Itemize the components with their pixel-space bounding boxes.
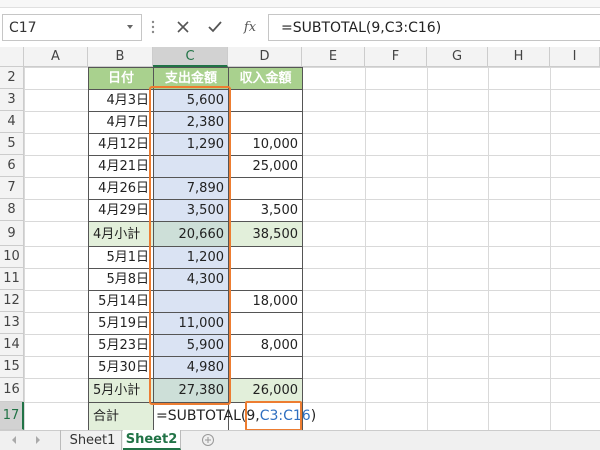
cell[interactable]: 4月3日 xyxy=(88,89,154,112)
cell[interactable]: 5月19日 xyxy=(88,312,154,335)
cell[interactable]: 4月7日 xyxy=(88,111,154,134)
cell[interactable]: 支出金額 xyxy=(153,67,229,90)
cell[interactable]: 10,000 xyxy=(228,133,303,156)
formula-input[interactable]: =SUBTOTAL(9,C3:C16) xyxy=(268,14,600,41)
formula-text: =SUBTOTAL(9,C3:C16) xyxy=(281,19,442,36)
column-header[interactable]: C xyxy=(153,47,228,67)
ribbon-edge xyxy=(0,0,600,8)
tab-nav-arrows[interactable] xyxy=(10,435,50,445)
enter-button[interactable] xyxy=(207,20,223,34)
row-header[interactable]: 5 xyxy=(0,133,24,155)
row-header[interactable]: 3 xyxy=(0,89,24,111)
cell[interactable] xyxy=(153,402,229,431)
cell[interactable]: 1,290 xyxy=(153,133,229,156)
corner-cell xyxy=(0,47,24,67)
cell[interactable]: 8,000 xyxy=(228,334,303,357)
row-header[interactable]: 6 xyxy=(0,155,24,177)
row-header[interactable]: 17 xyxy=(0,402,24,430)
column-header[interactable]: A xyxy=(24,47,88,67)
formula-part: C3:C16 xyxy=(259,408,311,424)
cell[interactable]: 3,500 xyxy=(153,199,229,222)
row-header[interactable]: 8 xyxy=(0,199,24,221)
cell[interactable]: 日付 xyxy=(88,67,154,90)
column-header[interactable]: I xyxy=(550,47,600,67)
column-header[interactable]: H xyxy=(488,47,550,67)
cell[interactable]: 5月1日 xyxy=(88,246,154,269)
row-header[interactable]: 12 xyxy=(0,290,24,312)
cell[interactable]: 38,500 xyxy=(228,221,303,247)
formula-part: =SUBTOTAL(9, xyxy=(156,408,260,424)
cell[interactable]: 2,380 xyxy=(153,111,229,134)
new-sheet-button[interactable] xyxy=(201,433,215,447)
cell-formula: =SUBTOTAL(9, C3:C16) xyxy=(154,402,318,430)
grid-line xyxy=(24,47,25,430)
cell[interactable]: 4,300 xyxy=(153,268,229,291)
range-highlight xyxy=(149,86,231,405)
sheet-grid: A B C D E F G H I 2 日付 支出金額 収入金額 3 4月3日 5,600 4 4月7日 2,380… xyxy=(0,47,600,431)
cell[interactable] xyxy=(228,312,303,335)
tab-separator xyxy=(60,430,62,450)
cell[interactable]: 4月29日 xyxy=(88,199,154,222)
formula-part: ) xyxy=(310,408,317,424)
column-header[interactable]: G xyxy=(427,47,488,67)
column-header[interactable]: F xyxy=(365,47,427,67)
cell[interactable] xyxy=(228,268,303,291)
cancel-button[interactable] xyxy=(176,20,190,34)
cell[interactable]: 4月21日 xyxy=(88,155,154,178)
cell[interactable]: 1,200 xyxy=(153,246,229,269)
reference-highlight xyxy=(245,401,302,431)
column-header[interactable]: E xyxy=(302,47,365,67)
row-header[interactable]: 16 xyxy=(0,378,24,402)
row-header[interactable]: 11 xyxy=(0,268,24,290)
cell[interactable]: 4月小計 xyxy=(88,221,154,247)
cell[interactable]: 27,380 xyxy=(153,378,229,403)
row-header[interactable]: 4 xyxy=(0,111,24,133)
cell[interactable] xyxy=(228,111,303,134)
cell[interactable] xyxy=(228,402,303,431)
cell[interactable]: 20,660 xyxy=(153,221,229,247)
cell[interactable]: 5月23日 xyxy=(88,334,154,357)
cell[interactable]: 合計 xyxy=(88,402,154,431)
row-header[interactable]: 2 xyxy=(0,67,24,89)
row-header[interactable]: 14 xyxy=(0,334,24,356)
cell[interactable]: 5月小計 xyxy=(88,378,154,403)
name-box-text: C17 xyxy=(9,19,37,36)
grid-line xyxy=(365,47,366,430)
cell[interactable]: 4月26日 xyxy=(88,177,154,200)
cell[interactable]: 18,000 xyxy=(228,290,303,313)
row-header[interactable]: 10 xyxy=(0,246,24,268)
cell[interactable]: 4月12日 xyxy=(88,133,154,156)
sheet-tab[interactable]: Sheet1 xyxy=(64,430,122,450)
grid-line xyxy=(550,47,551,430)
cell[interactable] xyxy=(228,177,303,200)
name-box[interactable]: C17 xyxy=(2,14,142,41)
name-box-dropdown[interactable] xyxy=(126,23,134,31)
cell[interactable]: 7,890 xyxy=(153,177,229,200)
row-header[interactable]: 15 xyxy=(0,356,24,378)
cell[interactable]: 11,000 xyxy=(153,312,229,335)
cell[interactable]: 26,000 xyxy=(228,378,303,403)
grid-line xyxy=(488,47,489,430)
cell[interactable]: 5月8日 xyxy=(88,268,154,291)
row-header[interactable]: 7 xyxy=(0,177,24,199)
cell[interactable]: 5月30日 xyxy=(88,356,154,379)
row-header[interactable]: 13 xyxy=(0,312,24,334)
cell[interactable] xyxy=(228,89,303,112)
cell[interactable]: 3,500 xyxy=(228,199,303,222)
cell[interactable]: 25,000 xyxy=(228,155,303,178)
column-header[interactable]: D xyxy=(228,47,302,67)
cell[interactable] xyxy=(228,356,303,379)
cell[interactable]: 収入金額 xyxy=(228,67,303,90)
row-header[interactable]: 9 xyxy=(0,221,24,246)
formula-bar-grip xyxy=(151,20,155,34)
fx-label: fx xyxy=(243,19,257,35)
column-header[interactable]: B xyxy=(88,47,153,67)
sheet-tab[interactable]: Sheet2 xyxy=(123,430,181,450)
insert-function-button[interactable]: fx xyxy=(240,16,260,38)
cell[interactable]: 5月14日 xyxy=(88,290,154,313)
cell[interactable]: 5,900 xyxy=(153,334,229,357)
cell[interactable] xyxy=(228,246,303,269)
grid-line xyxy=(427,47,428,430)
